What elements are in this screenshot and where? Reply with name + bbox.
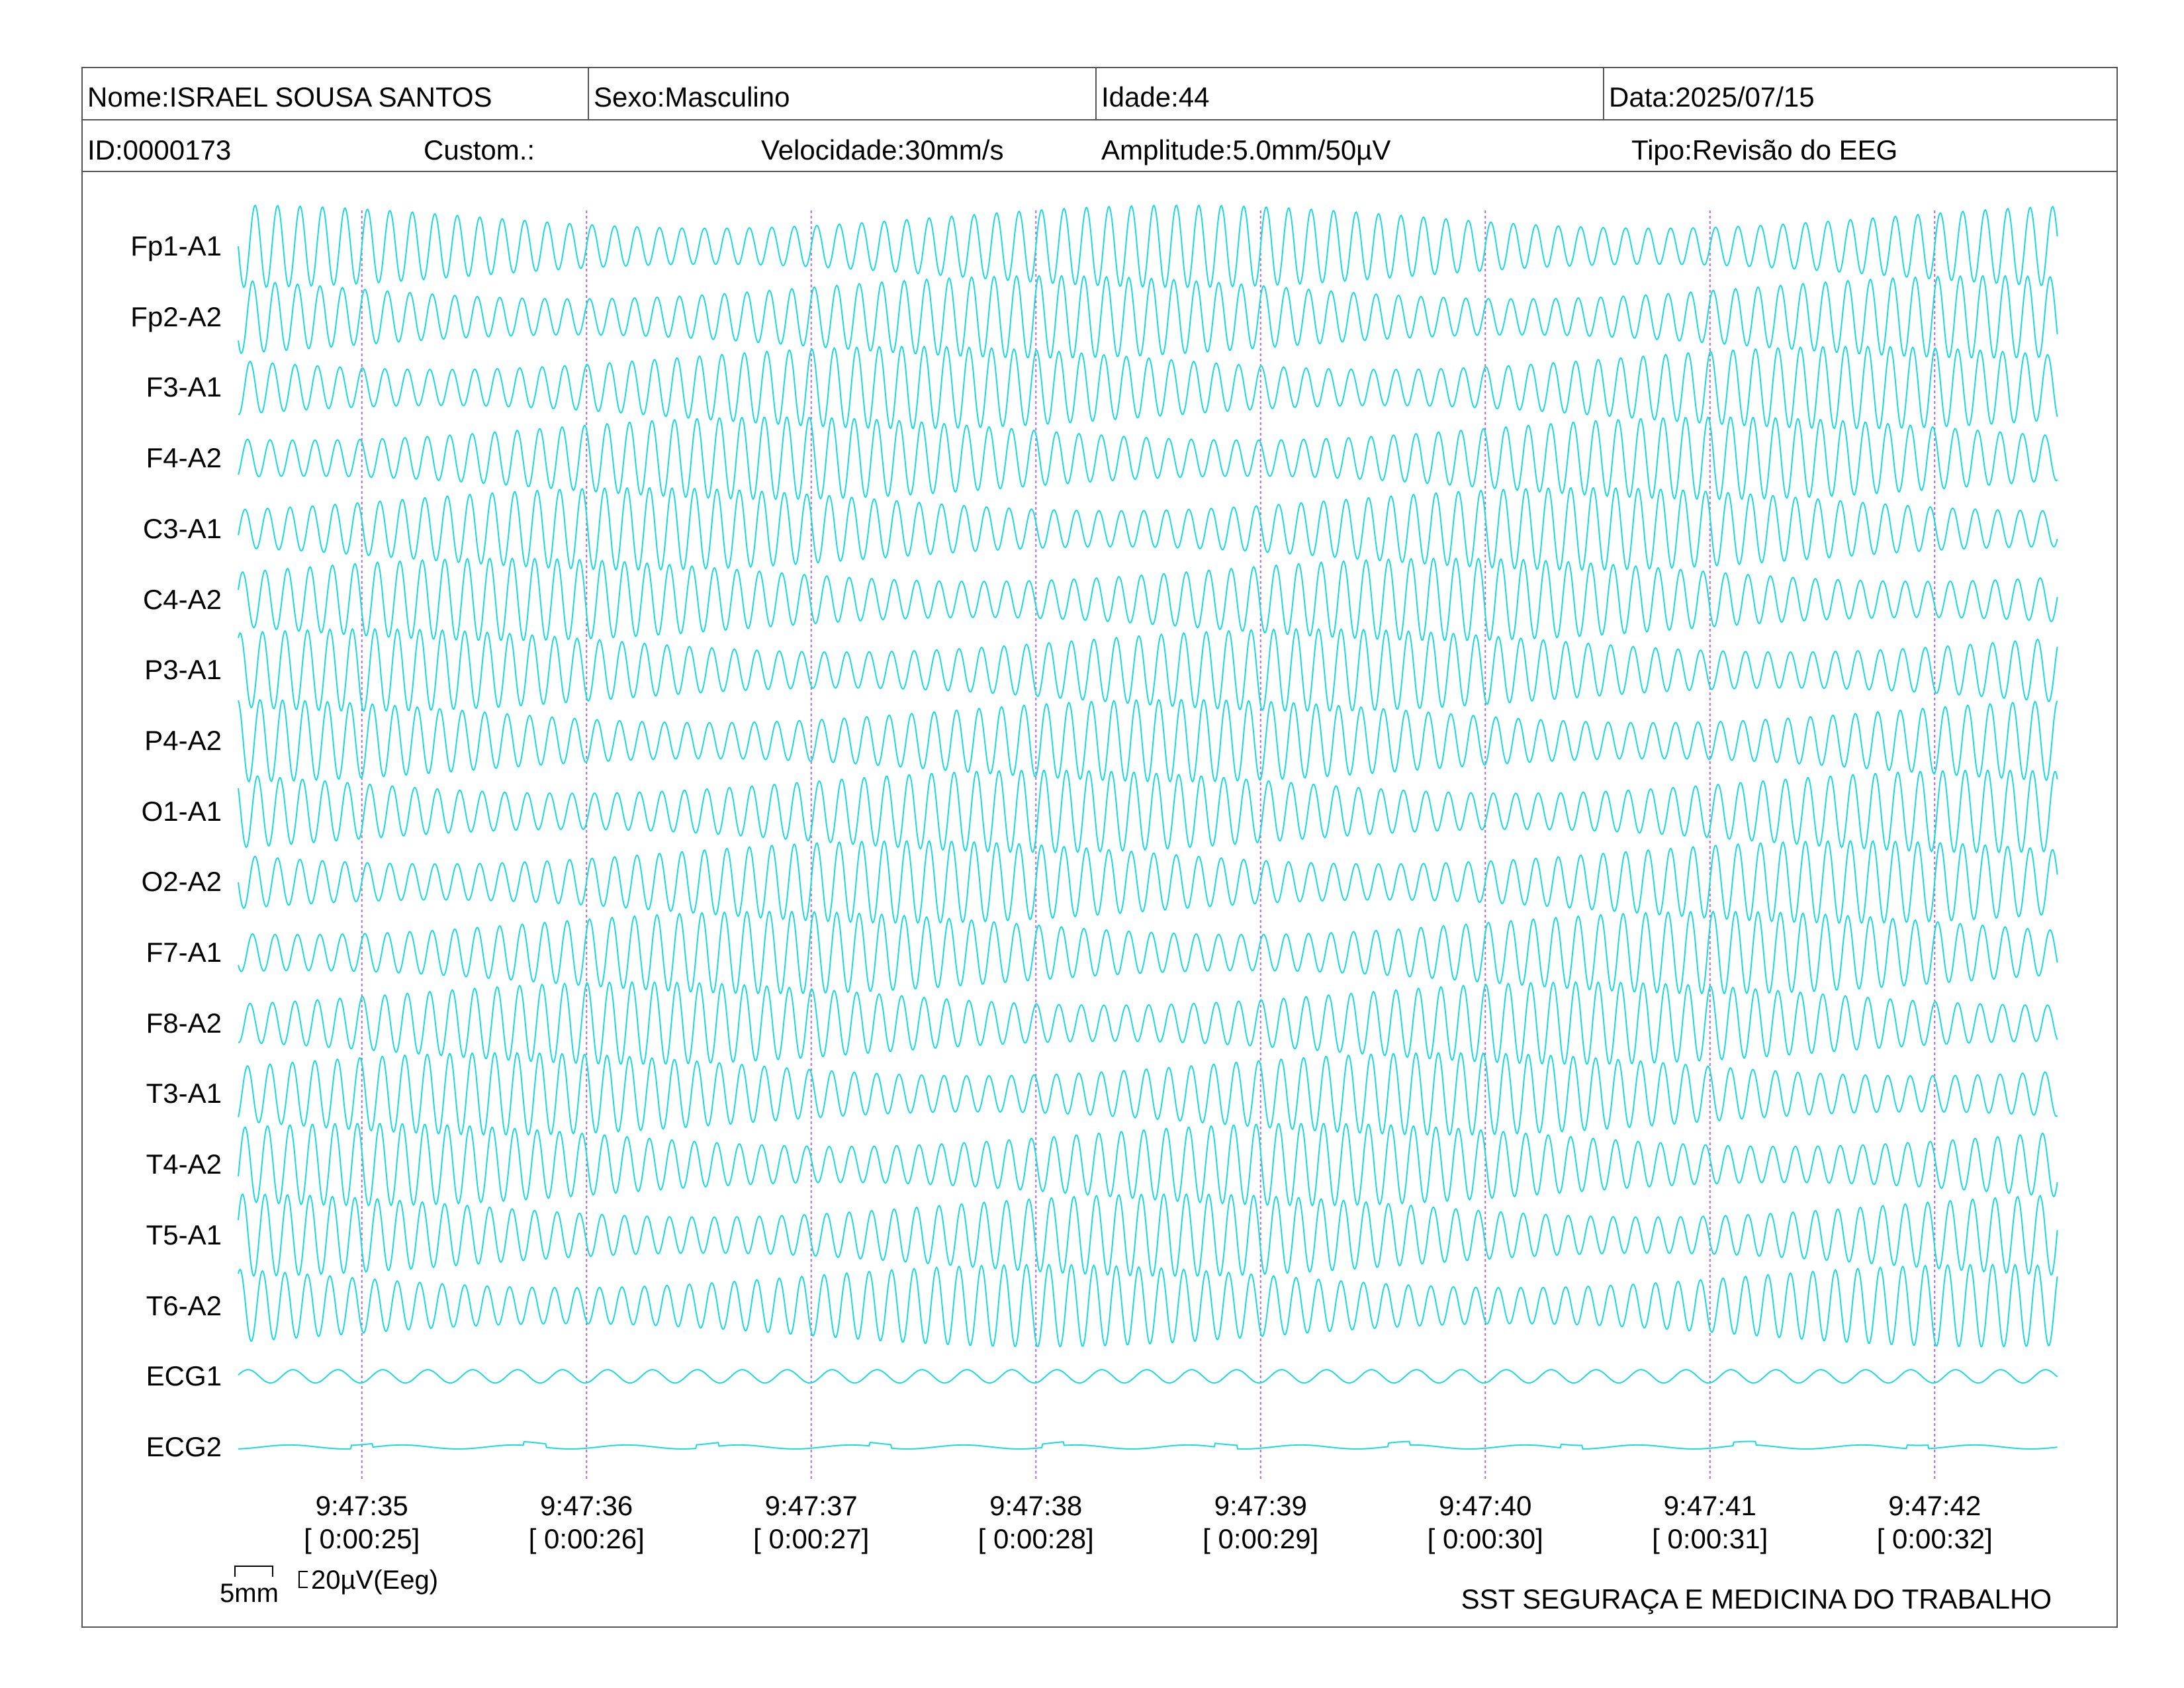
tick-time-label: 9:47:36 <box>540 1490 633 1521</box>
time-scale-label: 5mm <box>220 1579 279 1608</box>
tick-elapsed-label: [ 0:00:28] <box>978 1523 1094 1554</box>
amplitude-scale-label: 20µV(Eeg) <box>311 1566 439 1595</box>
channel-label: T5-A1 <box>146 1219 222 1250</box>
channel-trace-fp2-a2 <box>238 274 2058 359</box>
header-cell-divider <box>588 67 589 119</box>
header-cell-divider <box>1603 67 1604 119</box>
exam-date: Data:2025/07/15 <box>1609 81 1815 113</box>
channel-label: T3-A1 <box>146 1078 222 1109</box>
channel-label: F7-A1 <box>146 937 222 968</box>
channel-trace-t4-a2 <box>238 1123 2058 1207</box>
header-bottom-divider <box>81 171 2118 172</box>
channel-trace-ecg2 <box>238 1440 2058 1450</box>
channel-trace-t6-a2 <box>238 1263 2058 1348</box>
channel-label: P3-A1 <box>144 654 222 686</box>
channel-trace-f8-a2 <box>238 981 2058 1065</box>
amplitude-setting: Amplitude:5.0mm/50µV <box>1101 134 1391 165</box>
footer-company: SST SEGURAÇA E MEDICINA DO TRABALHO <box>1461 1583 2052 1615</box>
channel-label: F8-A2 <box>146 1007 222 1039</box>
amplitude-scale-bar <box>298 1571 308 1588</box>
patient-id: ID:0000173 <box>87 134 232 165</box>
paper-speed: Velocidade:30mm/s <box>761 134 1004 165</box>
patient-name: Nome:ISRAEL SOUSA SANTOS <box>87 81 492 113</box>
tick-time-label: 9:47:42 <box>1888 1490 1981 1521</box>
channel-label: C3-A1 <box>142 512 222 544</box>
channel-label: Fp2-A2 <box>130 301 222 332</box>
channel-label: O1-A1 <box>141 795 222 827</box>
channel-trace-t5-a1 <box>238 1193 2058 1278</box>
channel-label: T4-A2 <box>146 1149 222 1180</box>
tick-elapsed-label: [ 0:00:29] <box>1203 1523 1319 1554</box>
channel-label: ECG2 <box>146 1430 222 1462</box>
channel-label: O2-A2 <box>141 866 222 898</box>
channel-label: P4-A2 <box>144 724 222 756</box>
channel-label: C4-A2 <box>142 583 222 615</box>
channel-label: Fp1-A1 <box>130 230 222 261</box>
tick-time-label: 9:47:38 <box>989 1490 1083 1521</box>
channel-label: F3-A1 <box>146 371 222 403</box>
custom-field: Custom.: <box>424 134 535 165</box>
tick-elapsed-label: [ 0:00:27] <box>753 1523 870 1554</box>
patient-sex: Sexo:Masculino <box>594 81 790 113</box>
channel-label: F4-A2 <box>146 442 222 474</box>
channel-trace-c3-a1 <box>238 487 2058 571</box>
report-frame <box>81 67 2118 1628</box>
tick-elapsed-label: [ 0:00:26] <box>528 1523 645 1554</box>
tick-elapsed-label: [ 0:00:32] <box>1876 1523 1993 1554</box>
channel-trace-f3-a1 <box>238 345 2058 430</box>
channel-trace-ecg1 <box>238 1369 2058 1384</box>
channel-trace-c4-a2 <box>238 557 2058 641</box>
channel-label: T6-A2 <box>146 1289 222 1321</box>
channel-trace-p4-a2 <box>238 698 2058 783</box>
tick-time-label: 9:47:37 <box>764 1490 858 1521</box>
tick-elapsed-label: [ 0:00:30] <box>1427 1523 1543 1554</box>
tick-time-label: 9:47:40 <box>1439 1490 1532 1521</box>
channel-trace-p3-a1 <box>238 628 2058 712</box>
time-scale-bar <box>234 1566 273 1577</box>
tick-time-label: 9:47:39 <box>1214 1490 1307 1521</box>
channel-trace-fp1-a1 <box>238 204 2058 289</box>
header-cell-divider <box>1095 67 1097 119</box>
tick-elapsed-label: [ 0:00:31] <box>1652 1523 1768 1554</box>
channel-trace-o1-a1 <box>238 769 2058 854</box>
tick-elapsed-label: [ 0:00:25] <box>304 1523 420 1554</box>
channel-trace-f7-a1 <box>238 910 2058 994</box>
channel-trace-f4-a2 <box>238 416 2058 500</box>
tick-time-label: 9:47:35 <box>315 1490 408 1521</box>
header-divider <box>81 119 2118 120</box>
channel-trace-o2-a2 <box>238 840 2058 924</box>
tick-time-label: 9:47:41 <box>1663 1490 1756 1521</box>
exam-type: Tipo:Revisão do EEG <box>1631 134 1898 165</box>
patient-age: Idade:44 <box>1101 81 1210 113</box>
channel-trace-t3-a1 <box>238 1052 2058 1136</box>
channel-label: ECG1 <box>146 1360 222 1392</box>
